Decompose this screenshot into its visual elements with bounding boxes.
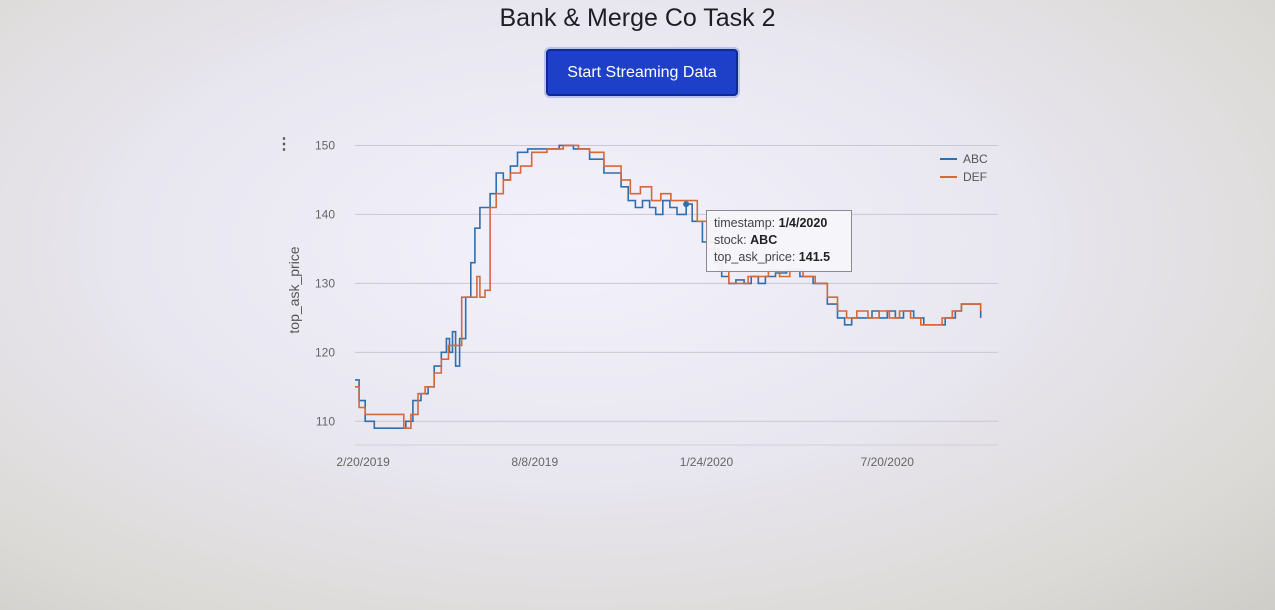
page-title: Bank & Merge Co Task 2 — [499, 4, 776, 32]
legend-label-abc: ABC — [963, 152, 988, 166]
tooltip-row-price: top_ask_price: 141.5 — [714, 250, 831, 264]
y-tick-label: 110 — [316, 414, 335, 428]
y-tick-label: 130 — [315, 276, 335, 290]
hover-point-marker — [683, 201, 690, 208]
y-tick-label: 140 — [315, 207, 335, 221]
hover-tooltip: timestamp: 1/4/2020 stock: ABC top_ask_p… — [706, 210, 852, 272]
y-tick-label: 120 — [315, 345, 335, 359]
series-line-abc — [355, 144, 982, 429]
tooltip-row-stock: stock: ABC — [714, 233, 778, 247]
x-tick-label: 1/24/2020 — [680, 455, 734, 469]
x-tick-label: 2/20/2019 — [336, 455, 390, 469]
x-tick-label: 7/20/2020 — [861, 455, 915, 469]
start-streaming-button[interactable]: Start Streaming Data — [546, 49, 738, 96]
y-tick-label: 150 — [315, 138, 335, 152]
legend-label-def: DEF — [963, 170, 987, 184]
series-line-def — [355, 144, 982, 429]
x-tick-label: 8/8/2019 — [511, 455, 558, 469]
tooltip-row-timestamp: timestamp: 1/4/2020 — [714, 216, 828, 230]
y-axis-label: top_ask_price — [286, 246, 302, 333]
